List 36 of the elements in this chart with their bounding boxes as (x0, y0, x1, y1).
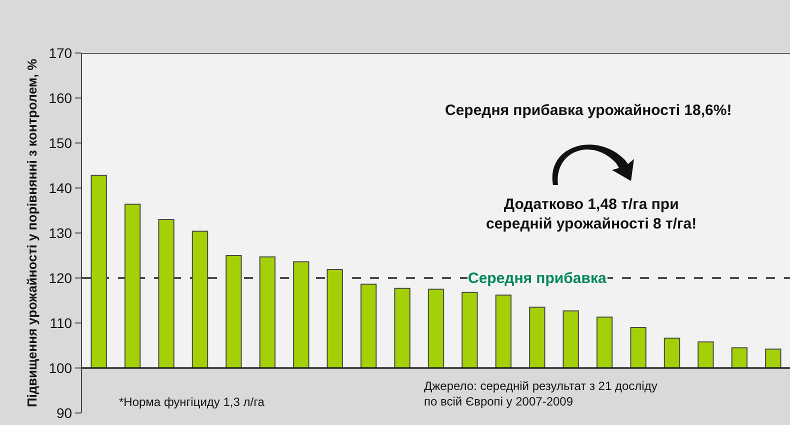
bar (731, 347, 748, 368)
y-tick-label: 90 (56, 404, 72, 421)
bar (765, 348, 782, 368)
y-tick-label: 150 (48, 134, 72, 151)
bar (326, 268, 343, 368)
bar (124, 204, 141, 368)
bar (360, 284, 377, 368)
bar (394, 288, 410, 368)
y-tick-label: 120 (48, 270, 72, 286)
annotation: Середня прибавка урожайності 18,6%! (445, 102, 732, 119)
annotation: Додатково 1,48 т/га при середній урожайності 8 т/га! (486, 196, 697, 232)
bar (495, 294, 512, 368)
ref-line-label: Середня прибавка (468, 270, 607, 287)
bar (259, 256, 276, 368)
bar (462, 292, 478, 368)
bar (226, 255, 242, 368)
bar (192, 230, 208, 368)
y-tick-label: 160 (48, 90, 72, 106)
bar (158, 219, 174, 368)
bar (630, 327, 646, 368)
annotation: *Норма фунгіциду 1,3 л/га (119, 395, 265, 409)
y-tick-label: 100 (48, 360, 72, 376)
y-tick-label: 140 (48, 180, 72, 196)
y-tick-label: 130 (48, 224, 72, 241)
bar (90, 174, 107, 368)
bar (293, 261, 310, 368)
y-tick-label: 170 (48, 44, 72, 61)
bar (529, 306, 546, 368)
bar (428, 288, 444, 368)
bar (596, 316, 613, 368)
bar (562, 310, 579, 368)
bar (698, 341, 714, 368)
annotation: Джерело: середній результат з 21 досліду по всій Європі у 2007-2009 (424, 379, 658, 409)
bar (664, 338, 680, 368)
y-axis-title: Підвищення урожайності у порівнянні з контролем, % (24, 58, 40, 408)
y-tick-label: 110 (50, 314, 72, 331)
